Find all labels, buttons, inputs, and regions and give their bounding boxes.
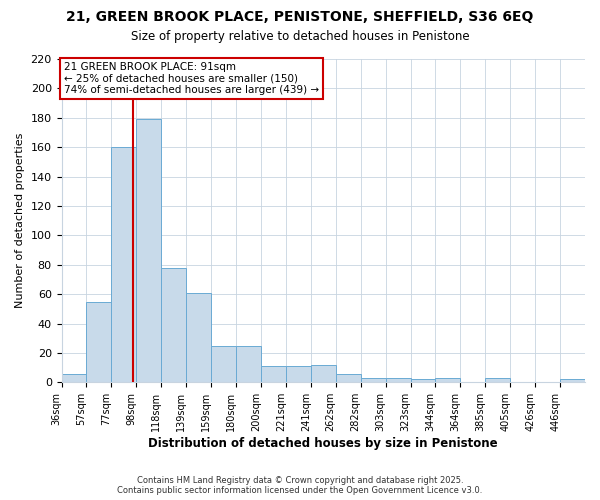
- Bar: [112, 147, 136, 382]
- Bar: [560, 380, 585, 382]
- Bar: [485, 378, 510, 382]
- Bar: [136, 120, 161, 382]
- Bar: [311, 364, 336, 382]
- Bar: [161, 268, 186, 382]
- Bar: [361, 378, 386, 382]
- Text: 21 GREEN BROOK PLACE: 91sqm
← 25% of detached houses are smaller (150)
74% of se: 21 GREEN BROOK PLACE: 91sqm ← 25% of det…: [64, 62, 319, 95]
- Bar: [410, 380, 436, 382]
- Bar: [211, 346, 236, 383]
- Bar: [436, 378, 460, 382]
- Text: Contains HM Land Registry data © Crown copyright and database right 2025.
Contai: Contains HM Land Registry data © Crown c…: [118, 476, 482, 495]
- Text: 21, GREEN BROOK PLACE, PENISTONE, SHEFFIELD, S36 6EQ: 21, GREEN BROOK PLACE, PENISTONE, SHEFFI…: [67, 10, 533, 24]
- Bar: [236, 346, 261, 383]
- Bar: [186, 292, 211, 382]
- X-axis label: Distribution of detached houses by size in Penistone: Distribution of detached houses by size …: [148, 437, 498, 450]
- Bar: [386, 378, 410, 382]
- Y-axis label: Number of detached properties: Number of detached properties: [15, 133, 25, 308]
- Bar: [336, 374, 361, 382]
- Text: Size of property relative to detached houses in Penistone: Size of property relative to detached ho…: [131, 30, 469, 43]
- Bar: [286, 366, 311, 382]
- Bar: [86, 302, 112, 382]
- Bar: [261, 366, 286, 382]
- Bar: [62, 374, 86, 382]
